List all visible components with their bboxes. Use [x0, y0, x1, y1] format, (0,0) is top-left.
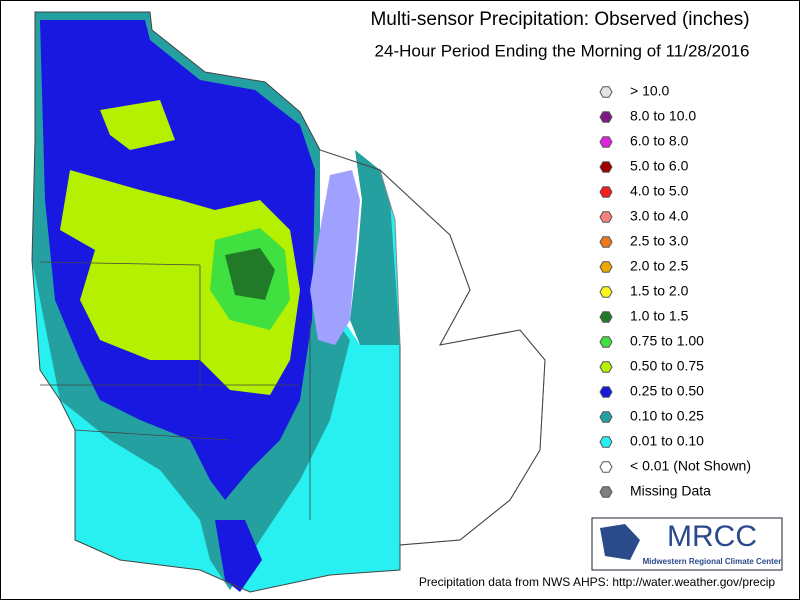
legend-swatch [599, 286, 613, 298]
legend-label: 5.0 to 6.0 [630, 158, 689, 174]
legend-swatch [599, 261, 613, 273]
footer: Precipitation data from NWS AHPS: http:/… [419, 575, 775, 589]
legend-swatch [599, 386, 613, 398]
legend-swatch [599, 486, 613, 498]
state-borders [39, 261, 401, 545]
logo: MRCC Midwestern Regional Climate Center [591, 517, 783, 571]
michigan-west [350, 150, 405, 345]
legend-label: 1.0 to 1.5 [630, 308, 689, 324]
legend-label: Missing Data [630, 483, 711, 499]
legend-swatch [599, 336, 613, 348]
legend-label: 0.50 to 0.75 [630, 358, 704, 374]
subtitle: 24-Hour Period Ending the Morning of 11/… [375, 41, 750, 60]
legend-label: 4.0 to 5.0 [630, 183, 689, 199]
region-blue-south [215, 520, 262, 592]
legend-swatch [599, 161, 613, 173]
legend-label: 0.75 to 1.00 [630, 333, 704, 349]
region-lime-north [100, 100, 175, 150]
legend-label: 1.5 to 2.0 [630, 283, 689, 299]
legend-label: 0.25 to 0.50 [630, 383, 704, 399]
legend-label: > 10.0 [630, 83, 670, 99]
region-dark-green [225, 248, 275, 300]
legend-swatch [599, 436, 613, 448]
legend-label: 6.0 to 8.0 [630, 133, 689, 149]
region-outline [31, 11, 546, 593]
legend-swatch [599, 186, 613, 198]
legend-label: 0.10 to 0.25 [630, 408, 704, 424]
legend-label: 8.0 to 10.0 [630, 108, 696, 124]
legend-swatch [599, 236, 613, 248]
legend-label: 3.0 to 4.0 [630, 208, 689, 224]
legend-swatch [599, 411, 613, 423]
legend-label: < 0.01 (Not Shown) [630, 458, 751, 474]
legend-swatch [599, 461, 613, 473]
legend-swatch [599, 311, 613, 323]
legend-label: 2.5 to 3.0 [630, 233, 689, 249]
legend-swatch [599, 211, 613, 223]
map [31, 11, 546, 593]
legend-swatch [599, 136, 613, 148]
legend-label: 0.01 to 0.10 [630, 433, 704, 449]
legend-swatch [599, 86, 613, 98]
legend-swatch [599, 111, 613, 123]
logo-full-name: Midwestern Regional Climate Center [643, 557, 782, 566]
logo-shape [600, 524, 640, 560]
legend-label: 2.0 to 2.5 [630, 258, 689, 274]
logo-name: MRCC [667, 520, 757, 553]
legend-swatch [599, 361, 613, 373]
lake-michigan [310, 170, 360, 345]
title: Multi-sensor Precipitation: Observed (in… [370, 9, 749, 30]
region-lime [60, 170, 300, 395]
